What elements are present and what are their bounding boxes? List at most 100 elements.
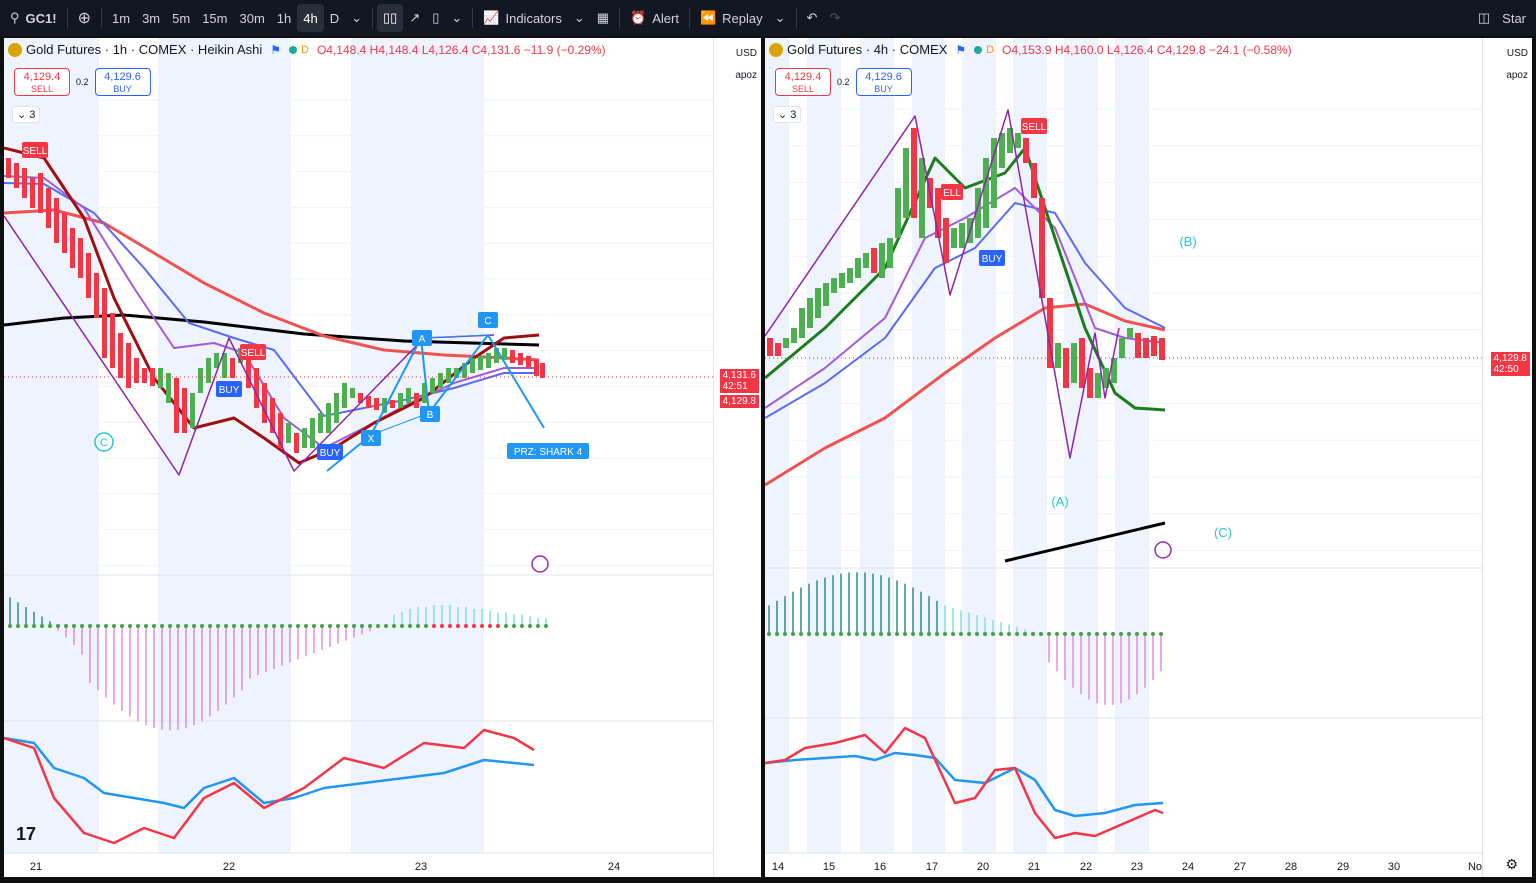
add-symbol-button[interactable]: ⊕: [72, 4, 97, 32]
macd-dot: [424, 624, 428, 628]
macd-dot: [1079, 632, 1083, 636]
candle: [1071, 343, 1077, 383]
price-axis-right[interactable]: USD apoz: [1482, 38, 1532, 877]
macd-dot: [839, 632, 843, 636]
chart-canvas-left[interactable]: 4,440.04,400.04,360.04,320.04,280.04,240…: [4, 38, 761, 877]
macd-dot: [64, 624, 68, 628]
candle: [438, 373, 443, 388]
sell-button[interactable]: 4,129.4 SELL: [775, 68, 831, 96]
macd-dot: [56, 624, 60, 628]
macd-dot: [967, 632, 971, 636]
plus-circle-icon: ⊕: [77, 10, 91, 27]
candle: [302, 428, 307, 448]
layout-button[interactable]: ▦: [591, 4, 615, 32]
chart-panel-left[interactable]: 4,440.04,400.04,360.04,320.04,280.04,240…: [4, 38, 761, 877]
macd-dot: [847, 632, 851, 636]
candle: [182, 388, 187, 433]
macd-dot: [304, 624, 308, 628]
currency-label[interactable]: USD: [735, 48, 757, 59]
replay-dropdown[interactable]: ⌄: [769, 4, 792, 32]
interval-1m[interactable]: 1m: [112, 10, 131, 26]
indicator-collapse-toggle[interactable]: ⌄ 3: [773, 106, 802, 123]
macd-dot: [136, 624, 140, 628]
interval-1h[interactable]: 1h: [276, 10, 292, 26]
date-tick: 21: [1028, 861, 1040, 873]
star-button[interactable]: Star: [1502, 10, 1526, 26]
macd-dot: [232, 624, 236, 628]
candle: [839, 273, 845, 288]
macd-dot: [791, 632, 795, 636]
rsi-line-red: [765, 726, 1164, 840]
interval-d[interactable]: D: [329, 10, 340, 26]
bar-chart-type-button[interactable]: ▯: [426, 4, 445, 32]
sell-signal-label: SELL: [23, 146, 48, 157]
sell-button[interactable]: 4,129.4 SELL: [14, 68, 70, 96]
tradingview-logo[interactable]: 17: [16, 824, 37, 844]
scale-mode-label[interactable]: apoz: [1506, 70, 1528, 81]
scale-mode-label[interactable]: apoz: [735, 70, 757, 81]
buy-button[interactable]: 4,129.6 BUY: [855, 68, 912, 96]
indicators-icon: 📈: [483, 10, 500, 25]
macd-dot: [464, 624, 468, 628]
ma-50-line: [4, 208, 540, 362]
candle: [502, 348, 507, 360]
buy-button[interactable]: 4,129.6 BUY: [94, 68, 151, 96]
indicators-button[interactable]: 📈 Indicators: [483, 10, 562, 26]
candle: [767, 338, 773, 356]
macd-dot: [352, 624, 356, 628]
sell-signal-label-bg: [240, 344, 266, 360]
indicator-collapse-toggle[interactable]: ⌄ 3: [12, 106, 41, 123]
macd-dot: [368, 624, 372, 628]
macd-dot: [1159, 632, 1163, 636]
interval-dropdown[interactable]: ⌄: [345, 4, 368, 32]
macd-dot: [480, 624, 484, 628]
ma-blue-line: [765, 202, 1166, 419]
chart-canvas-right[interactable]: 4,400.04,360.04,320.04,280.04,240.04,200…: [765, 38, 1532, 877]
candle: [807, 298, 813, 328]
session-bg-1: [807, 38, 841, 853]
buy-signal-label-bg: [216, 381, 242, 397]
candle: [943, 218, 949, 263]
macd-dot: [919, 632, 923, 636]
last-price-tag: 4,131.6 42:51: [719, 369, 759, 393]
grid-icon: ▦: [596, 10, 610, 25]
macd-dot: [8, 624, 12, 628]
interval-15m[interactable]: 15m: [202, 10, 228, 26]
replay-button[interactable]: ⏪ Replay: [699, 10, 763, 26]
price-axis-left[interactable]: USD apoz: [713, 38, 761, 877]
macd-dot: [903, 632, 907, 636]
interval-3m[interactable]: 3m: [142, 10, 161, 26]
rewind-icon: ⏪: [699, 10, 717, 25]
redo-button[interactable]: ↷: [823, 4, 846, 32]
date-tick: 29: [1337, 861, 1349, 873]
chevron-down-icon: ⌄: [351, 10, 363, 25]
session-bg-0: [765, 38, 789, 853]
indicators-dropdown[interactable]: ⌄: [568, 4, 591, 32]
macd-dot: [1127, 632, 1131, 636]
date-tick: 24: [608, 861, 620, 873]
pattern-point-c-bg: [478, 312, 498, 328]
chart-panel-right[interactable]: 4,400.04,360.04,320.04,280.04,240.04,200…: [765, 38, 1532, 877]
settings-gear-icon[interactable]: ⚙: [1505, 856, 1518, 872]
date-tick: 15: [823, 861, 835, 873]
alert-button[interactable]: ⏰ Alert: [630, 10, 679, 26]
wave-c-label: C: [100, 437, 108, 449]
candle: [799, 308, 805, 338]
undo-button[interactable]: ↶: [801, 4, 824, 32]
candle: [775, 343, 781, 356]
pattern-point-b: B: [427, 410, 434, 421]
candle: [78, 238, 83, 278]
interval-4h[interactable]: 4h: [297, 4, 324, 32]
currency-label[interactable]: USD: [1506, 48, 1528, 59]
layout-toggle-button[interactable]: ◫: [1472, 4, 1496, 32]
candle: [230, 358, 235, 378]
candle: [887, 238, 893, 268]
interval-30m[interactable]: 30m: [239, 10, 265, 26]
line-chart-type-button[interactable]: ↗: [403, 4, 426, 32]
sell-signal-label: SELL: [1022, 122, 1047, 133]
symbol-search[interactable]: ⚲ GC1!: [10, 10, 57, 26]
candle: [1055, 343, 1061, 368]
interval-5m[interactable]: 5m: [172, 10, 191, 26]
candles-chart-type-button[interactable]: ▯▯: [377, 4, 404, 32]
chart-type-dropdown[interactable]: ⌄: [445, 4, 468, 32]
